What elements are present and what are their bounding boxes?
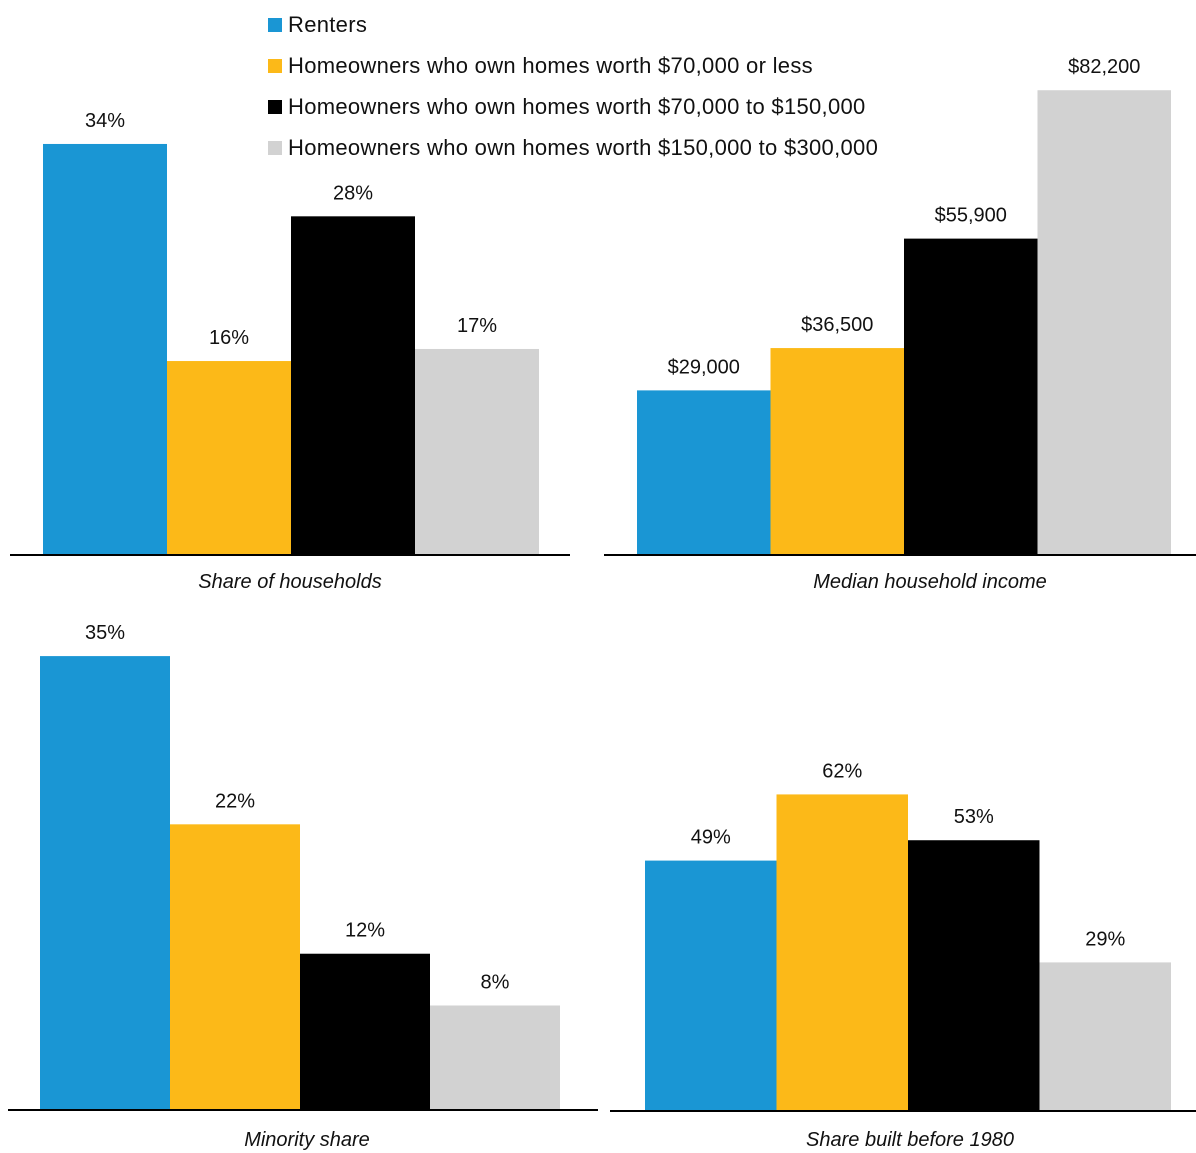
bar-minority-share-3 — [300, 953, 430, 1109]
axis-title-median-household-income: Median household income — [813, 571, 1047, 593]
legend-swatch-renters — [268, 17, 282, 32]
panel-median-household-income: $29,000 $36,500 $55,900 $82,200 Median house… — [604, 56, 1196, 593]
data-label-share-of-households-1: 34% — [85, 110, 125, 132]
data-label-share-of-households-3: 28% — [333, 182, 373, 204]
axis-title-minority-share: Minority share — [244, 1129, 370, 1151]
bar-share-of-households-3 — [291, 216, 415, 554]
data-label-minority-share-4: 8% — [481, 971, 510, 993]
bar-share-of-households-1 — [43, 143, 167, 554]
panel-share-of-households: 34% 16% 28% 17% Share of households — [10, 110, 570, 593]
panel-share-built-before-1980: 49% 62% 53% 29% Share built before 1980 — [610, 760, 1196, 1151]
bar-median-household-income-2 — [770, 348, 904, 554]
data-label-share-built-before-1980-4: 29% — [1085, 928, 1125, 950]
data-label-minority-share-3: 12% — [345, 920, 385, 942]
data-label-share-of-households-4: 17% — [457, 315, 497, 337]
data-label-share-of-households-2: 16% — [209, 327, 249, 349]
bar-minority-share-2 — [170, 824, 300, 1109]
legend-swatch-owners-150k-300k — [268, 140, 282, 155]
legend-label-owners-70k-150k: Homeowners who own homes worth $70,000 t… — [288, 93, 866, 119]
data-label-share-built-before-1980-1: 49% — [691, 827, 731, 849]
legend-item-owners-70k-150k: Homeowners who own homes worth $70,000 t… — [268, 86, 878, 127]
bar-share-of-households-4 — [415, 348, 539, 554]
bar-share-built-before-1980-1 — [645, 860, 777, 1110]
legend-item-renters: Renters — [268, 4, 878, 45]
data-label-median-household-income-3: $55,900 — [935, 205, 1007, 227]
legend-label-owners-150k-300k: Homeowners who own homes worth $150,000 … — [288, 134, 879, 160]
bar-minority-share-1 — [40, 656, 170, 1109]
axis-title-share-of-households: Share of households — [198, 571, 381, 593]
bar-share-of-households-2 — [167, 361, 291, 554]
legend-item-owners-150k-300k: Homeowners who own homes worth $150,000 … — [268, 127, 878, 168]
legend-item-owners-under-70k: Homeowners who own homes worth $70,000 o… — [268, 45, 878, 86]
data-label-median-household-income-2: $36,500 — [801, 314, 873, 336]
bar-share-built-before-1980-3 — [908, 840, 1040, 1110]
bar-median-household-income-3 — [904, 238, 1038, 555]
bar-minority-share-4 — [430, 1005, 560, 1109]
bar-median-household-income-4 — [1037, 90, 1171, 554]
data-label-share-built-before-1980-3: 53% — [954, 806, 994, 828]
data-label-minority-share-1: 35% — [85, 622, 125, 644]
legend-swatch-owners-70k-150k — [268, 99, 282, 114]
axis-title-share-built-before-1980: Share built before 1980 — [806, 1129, 1014, 1151]
data-label-minority-share-2: 22% — [215, 790, 255, 812]
legend-label-owners-under-70k: Homeowners who own homes worth $70,000 o… — [288, 52, 813, 78]
legend: Renters Homeowners who own homes worth $… — [268, 4, 878, 168]
panel-minority-share: 35% 22% 12% 8% Minority share — [8, 622, 598, 1151]
data-label-share-built-before-1980-2: 62% — [822, 760, 862, 782]
data-label-median-household-income-1: $29,000 — [668, 356, 740, 378]
data-label-median-household-income-4: $82,200 — [1068, 56, 1140, 78]
legend-swatch-owners-under-70k — [268, 58, 282, 73]
bar-median-household-income-1 — [637, 390, 771, 554]
legend-label-renters: Renters — [288, 11, 368, 37]
bar-share-built-before-1980-2 — [776, 794, 908, 1110]
bar-share-built-before-1980-4 — [1039, 962, 1171, 1110]
